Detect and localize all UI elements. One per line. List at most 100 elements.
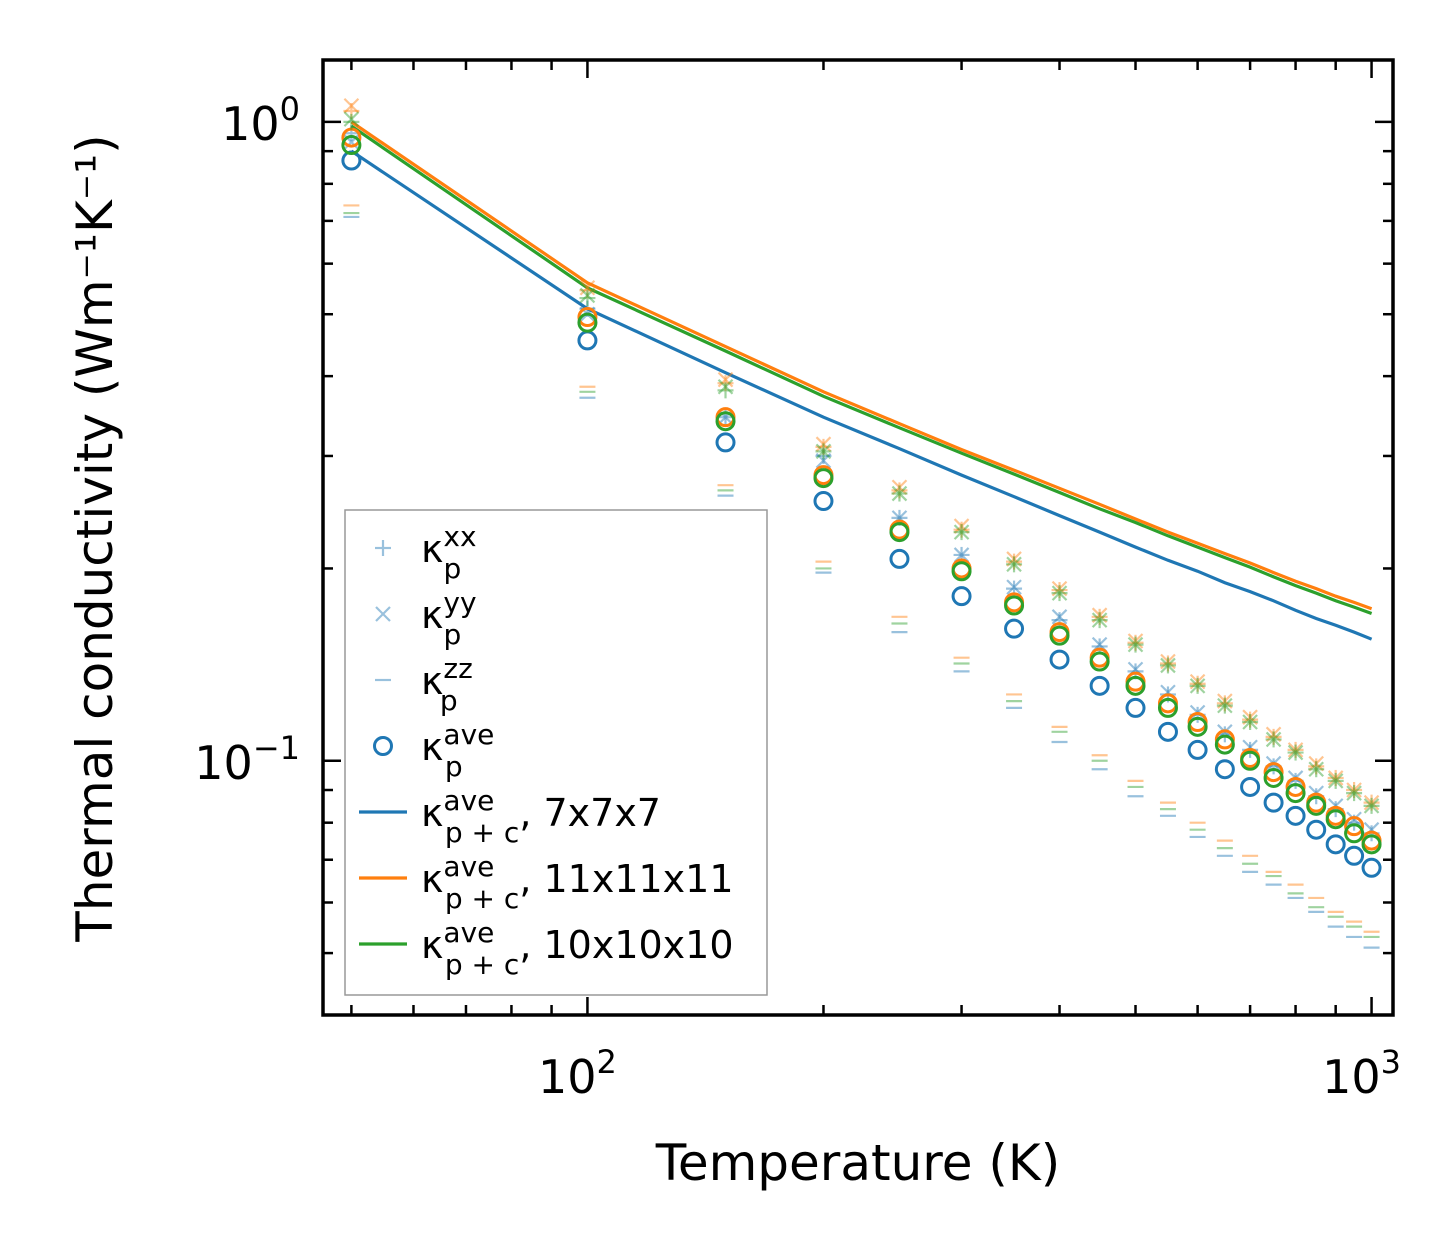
marker-kp_yy-11x11x11-600 [1189, 673, 1206, 690]
marker-kp_yy-7x7x7-200 [815, 452, 832, 469]
marker-kp_xx-10x10x10-350 [1006, 556, 1023, 573]
marker-kp_ave-11x11x11-750 [1263, 762, 1284, 783]
marker-kp_yy-10x10x10-700 [1242, 714, 1258, 730]
marker-kp_yy-11x11x11-200 [815, 436, 832, 452]
marker-kp_yy-10x10x10-750 [1265, 731, 1282, 748]
marker-kp_yy-11x11x11-250 [891, 479, 908, 496]
legend-label-0: κxx p [421, 520, 477, 585]
x-axis-title: Temperature (K) [655, 1134, 1060, 1192]
marker-kp_ave-11x11x11-100 [577, 307, 598, 328]
marker-kp_xx-10x10x10-50 [343, 113, 360, 130]
marker-kp_xx-10x10x10-700 [1242, 713, 1259, 730]
marker-kp_yy-7x7x7-350 [1006, 579, 1022, 595]
legend-box [344, 509, 768, 996]
legend-label-5: κave p + c, 11x11x11 [421, 850, 734, 915]
marker-kp_xx-10x10x10-200 [815, 443, 832, 460]
marker-kp_ave-10x10x10-450 [1089, 651, 1110, 672]
marker-kp_xx-11x11x11-250 [891, 482, 908, 499]
marker-kp_ave-7x7x7-900 [1325, 834, 1346, 855]
y-tick-label-0.1: 10−1 [194, 729, 300, 790]
marker-kp_ave-10x10x10-550 [1157, 697, 1178, 718]
marker-kp_yy-10x10x10-850 [1308, 761, 1324, 778]
marker-kp_ave-10x10x10-950 [1344, 823, 1365, 844]
marker-kp_ave-11x11x11-800 [1285, 776, 1306, 797]
marker-kp_yy-7x7x7-400 [1051, 609, 1068, 625]
marker-kp_yy-10x10x10-50 [343, 111, 360, 127]
marker-kp_yy-10x10x10-950 [1346, 785, 1362, 801]
marker-kp_yy-11x11x11-450 [1091, 607, 1108, 623]
legend-marker-0 [375, 540, 391, 556]
marker-kp_xx-11x11x11-400 [1051, 582, 1068, 599]
y-axis-title: Thermal conductivity (Wm⁻¹K⁻¹) [66, 134, 124, 942]
marker-kp_xx-10x10x10-950 [1346, 785, 1363, 802]
marker-kp_xx-10x10x10-800 [1287, 744, 1304, 761]
marker-kp_ave-11x11x11-50 [341, 127, 362, 148]
series-line-kp-c-ave-10x10x10 [350, 124, 1373, 616]
legend-marker-3 [373, 736, 393, 756]
marker-kp_xx-10x10x10-650 [1216, 697, 1233, 714]
y-tick-label-1: 100 [221, 90, 300, 151]
marker-kp_ave-7x7x7-950 [1344, 845, 1365, 866]
marker-kp_yy-10x10x10-650 [1217, 697, 1233, 714]
marker-kp_ave-10x10x10-300 [951, 561, 972, 582]
marker-kp_ave-10x10x10-350 [1004, 595, 1025, 616]
marker-kp_ave-7x7x7-600 [1187, 739, 1208, 760]
marker-kp_ave-7x7x7-650 [1214, 759, 1235, 780]
marker-kp_yy-11x11x11-150 [717, 371, 734, 388]
marker-kp_ave-10x10x10-850 [1306, 795, 1327, 816]
marker-kp_yy-11x11x11-50 [343, 97, 360, 114]
marker-kp_yy-11x11x11-800 [1287, 742, 1304, 758]
marker-kp_xx-10x10x10-300 [953, 524, 970, 541]
marker-kp_xx-10x10x10-850 [1308, 761, 1325, 778]
legend-label-1: κyy p [421, 586, 477, 651]
marker-kp_ave-10x10x10-900 [1325, 809, 1346, 830]
marker-kp_xx-7x7x7-200 [815, 447, 832, 464]
marker-kp_xx-10x10x10-250 [891, 485, 908, 502]
marker-kp_yy-10x10x10-800 [1287, 744, 1304, 761]
marker-kp_yy-11x11x11-850 [1308, 755, 1324, 772]
marker-kp_xx-10x10x10-600 [1189, 677, 1206, 694]
marker-kp_yy-11x11x11-1000 [1363, 794, 1380, 811]
marker-kp_xx-11x11x11-950 [1346, 782, 1363, 799]
marker-kp_xx-11x11x11-200 [815, 438, 832, 455]
marker-kp_ave-7x7x7-150 [715, 432, 736, 453]
marker-kp_xx-11x11x11-150 [717, 375, 734, 392]
marker-kp_yy-10x10x10-500 [1127, 636, 1144, 653]
marker-kp_yy-10x10x10-100 [579, 287, 596, 304]
x-tick-label-1000: 103 [1322, 1043, 1401, 1104]
marker-kp_ave-10x10x10-700 [1240, 750, 1261, 771]
marker-kp_xx-10x10x10-450 [1091, 612, 1108, 629]
x-tick-label-100: 102 [538, 1043, 617, 1104]
marker-kp_ave-7x7x7-250 [889, 548, 910, 569]
marker-kp_xx-10x10x10-750 [1265, 731, 1282, 748]
marker-kp_yy-10x10x10-550 [1160, 657, 1176, 674]
marker-kp_ave-7x7x7-850 [1306, 819, 1327, 840]
marker-kp_ave-10x10x10-200 [813, 468, 834, 489]
marker-kp_ave-11x11x11-950 [1344, 816, 1365, 837]
marker-kp_yy-11x11x11-300 [953, 518, 970, 534]
marker-kp_yy-10x10x10-400 [1051, 585, 1068, 601]
marker-kp_ave-7x7x7-700 [1240, 776, 1261, 797]
marker-kp_yy-11x11x11-950 [1346, 782, 1362, 798]
marker-kp_ave-10x10x10-600 [1187, 716, 1208, 737]
marker-kp_xx-11x11x11-700 [1242, 711, 1259, 728]
marker-kp_ave-10x10x10-150 [715, 411, 736, 432]
marker-kp_xx-11x11x11-900 [1327, 769, 1344, 786]
marker-kp_yy-11x11x11-550 [1160, 653, 1176, 670]
marker-kp_xx-11x11x11-650 [1216, 695, 1233, 712]
marker-kp_xx-10x10x10-550 [1159, 657, 1176, 674]
legend-label-3: κave p [421, 718, 494, 783]
marker-kp_yy-11x11x11-500 [1127, 633, 1144, 649]
marker-kp_xx-11x11x11-50 [343, 103, 360, 120]
marker-kp_yy-11x11x11-100 [579, 280, 596, 296]
marker-kp_ave-10x10x10-100 [577, 312, 598, 333]
marker-kp_xx-11x11x11-350 [1006, 553, 1023, 570]
marker-kp_yy-11x11x11-700 [1242, 709, 1258, 725]
marker-kp_ave-10x10x10-1000 [1361, 834, 1382, 855]
marker-kp_xx-11x11x11-750 [1265, 728, 1282, 745]
marker-kp_xx-10x10x10-900 [1327, 772, 1344, 789]
marker-kp_ave-7x7x7-750 [1263, 792, 1284, 813]
marker-kp_yy-10x10x10-900 [1327, 773, 1344, 789]
